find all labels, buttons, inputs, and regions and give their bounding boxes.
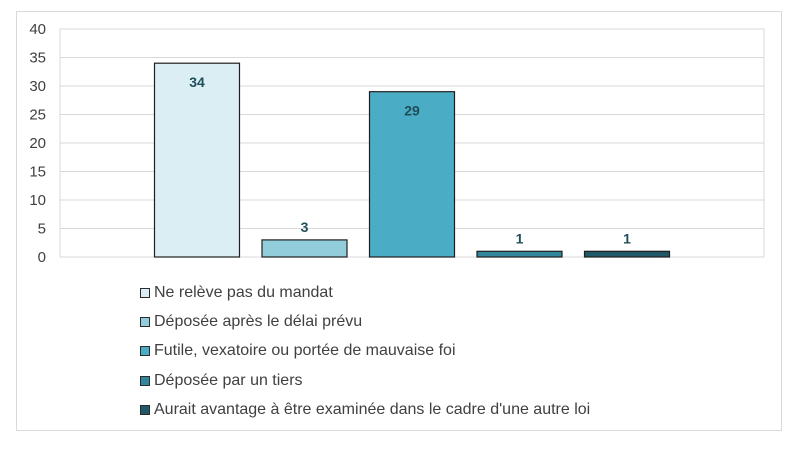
bar (261, 239, 348, 258)
y-axis: 0 5 10 15 20 25 30 35 40 (29, 21, 46, 266)
y-tick-label: 25 (29, 107, 46, 124)
bars (153, 62, 671, 258)
legend-label: Ne relève pas du mandat (154, 283, 333, 301)
y-tick-label: 40 (29, 21, 46, 38)
chart-frame: 0 5 10 15 20 25 30 35 40 34 3 29 1 1 Ne relève pas d… (16, 11, 782, 431)
legend-swatch (140, 287, 150, 298)
legend-label: Déposée après le délai prévu (154, 313, 363, 331)
legend: Ne relève pas du mandat Déposée après le … (140, 278, 590, 425)
y-tick-label: 30 (29, 78, 46, 95)
legend-label: Déposée par un tiers (154, 371, 303, 389)
bar (368, 91, 456, 258)
data-label: 29 (404, 103, 420, 119)
y-tick-label: 10 (29, 192, 46, 209)
bar (476, 250, 563, 258)
legend-swatch (140, 346, 150, 357)
y-tick-label: 5 (38, 221, 46, 238)
legend-swatch (140, 405, 150, 416)
y-tick-label: 20 (29, 135, 46, 152)
legend-label: Futile, vexatoire ou portée de mauvaise … (154, 342, 456, 360)
y-tick-label: 35 (29, 50, 46, 67)
data-label: 1 (623, 230, 631, 246)
data-label: 3 (301, 219, 309, 235)
legend-item: Déposée par un tiers (140, 366, 590, 395)
y-tick-label: 0 (38, 249, 46, 266)
legend-label: Aurait avantage à être examinée dans le … (154, 401, 591, 419)
y-tick-label: 15 (29, 164, 46, 181)
bar-chart: 0 5 10 15 20 25 30 35 40 34 3 29 1 1 (29, 21, 765, 266)
bar (153, 62, 241, 258)
data-labels: 34 3 29 1 1 (189, 74, 631, 246)
legend-item: Aurait avantage à être examinée dans le … (140, 396, 590, 425)
data-label: 1 (516, 230, 524, 246)
legend-item: Déposée après le délai prévu (140, 307, 590, 336)
legend-item: Ne relève pas du mandat (140, 278, 590, 307)
bar (583, 250, 671, 258)
legend-swatch (140, 375, 150, 386)
legend-swatch (140, 317, 150, 328)
legend-item: Futile, vexatoire ou portée de mauvaise … (140, 337, 590, 366)
data-label: 34 (189, 74, 205, 90)
